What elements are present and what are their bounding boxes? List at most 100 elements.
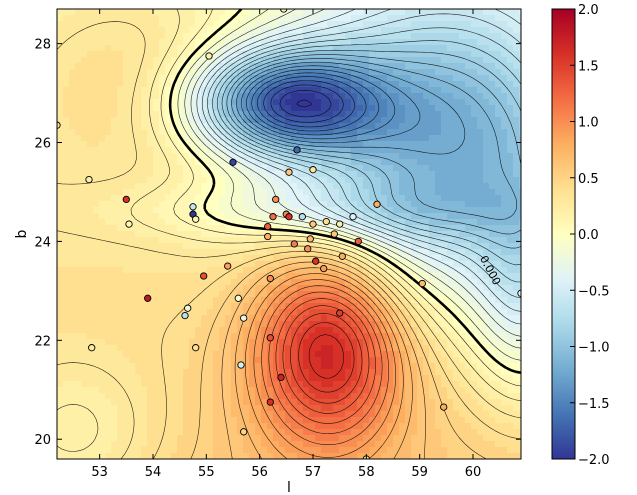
contour-cell — [75, 315, 82, 322]
contour-cell — [219, 159, 226, 166]
contour-cell — [111, 429, 118, 436]
contour-cell — [423, 399, 430, 406]
contour-cell — [429, 207, 436, 214]
contour-cell — [213, 261, 220, 268]
contour-cell — [279, 219, 286, 226]
contour-cell — [267, 63, 274, 70]
contour-cell — [327, 231, 334, 238]
contour-cell — [399, 21, 406, 28]
contour-cell — [261, 15, 268, 22]
contour-cell — [57, 435, 64, 442]
contour-cell — [435, 33, 442, 40]
contour-cell — [129, 15, 136, 22]
contour-cell — [381, 219, 388, 226]
contour-cell — [153, 387, 160, 394]
contour-cell — [165, 327, 172, 334]
contour-cell — [171, 99, 178, 106]
contour-cell — [159, 183, 166, 190]
contour-cell — [357, 375, 364, 382]
contour-cell — [81, 51, 88, 58]
contour-cell — [315, 189, 322, 196]
contour-cell — [171, 309, 178, 316]
contour-cell — [225, 411, 232, 418]
contour-cell — [351, 435, 358, 442]
contour-cell — [171, 321, 178, 328]
contour-cell — [375, 21, 382, 28]
contour-cell — [225, 231, 232, 238]
contour-cell — [297, 9, 304, 16]
contour-cell — [327, 279, 334, 286]
contour-cell — [237, 99, 244, 106]
contour-cell — [279, 237, 286, 244]
contour-cell — [153, 75, 160, 82]
contour-cell — [375, 267, 382, 274]
contour-cell — [219, 15, 226, 22]
contour-cell — [345, 183, 352, 190]
contour-cell — [99, 117, 106, 124]
contour-cell — [153, 195, 160, 202]
contour-cell — [423, 33, 430, 40]
contour-cell — [399, 303, 406, 310]
contour-cell — [435, 57, 442, 64]
contour-cell — [201, 345, 208, 352]
contour-cell — [279, 267, 286, 274]
contour-cell — [243, 15, 250, 22]
contour-cell — [351, 333, 358, 340]
contour-cell — [369, 141, 376, 148]
contour-cell — [345, 303, 352, 310]
contour-cell — [147, 345, 154, 352]
contour-cell — [141, 177, 148, 184]
contour-cell — [219, 375, 226, 382]
contour-cell — [327, 219, 334, 226]
contour-cell — [117, 291, 124, 298]
contour-cell — [375, 129, 382, 136]
contour-cell — [357, 213, 364, 220]
contour-cell — [249, 273, 256, 280]
contour-cell — [213, 315, 220, 322]
contour-cell — [417, 99, 424, 106]
contour-cell — [159, 327, 166, 334]
contour-cell — [405, 33, 412, 40]
contour-cell — [303, 207, 310, 214]
contour-cell — [393, 405, 400, 412]
contour-cell — [261, 165, 268, 172]
contour-cell — [183, 99, 190, 106]
contour-cell — [399, 69, 406, 76]
contour-cell — [375, 33, 382, 40]
contour-cell — [447, 207, 454, 214]
contour-cell — [189, 135, 196, 142]
contour-cell — [165, 165, 172, 172]
contour-cell — [435, 189, 442, 196]
contour-cell — [135, 237, 142, 244]
contour-cell — [75, 45, 82, 52]
contour-cell — [285, 369, 292, 376]
contour-cell — [141, 147, 148, 154]
contour-cell — [141, 171, 148, 178]
contour-cell — [93, 111, 100, 118]
contour-cell — [327, 123, 334, 130]
contour-cell — [387, 159, 394, 166]
contour-cell — [147, 387, 154, 394]
contour-cell — [153, 63, 160, 70]
contour-cell — [327, 183, 334, 190]
contour-cell — [237, 381, 244, 388]
contour-cell — [171, 237, 178, 244]
contour-cell — [57, 9, 64, 16]
contour-cell — [111, 351, 118, 358]
contour-cell — [183, 381, 190, 388]
contour-cell — [435, 177, 442, 184]
contour-cell — [231, 63, 238, 70]
contour-cell — [363, 147, 370, 154]
contour-cell — [285, 147, 292, 154]
contour-cell — [351, 75, 358, 82]
contour-cell — [345, 105, 352, 112]
contour-cell — [171, 267, 178, 274]
contour-cell — [303, 267, 310, 274]
contour-cell — [117, 303, 124, 310]
contour-cell — [141, 165, 148, 172]
contour-cell — [69, 243, 76, 250]
contour-cell — [423, 213, 430, 220]
contour-cell — [171, 141, 178, 148]
contour-cell — [219, 405, 226, 412]
contour-cell — [123, 315, 130, 322]
